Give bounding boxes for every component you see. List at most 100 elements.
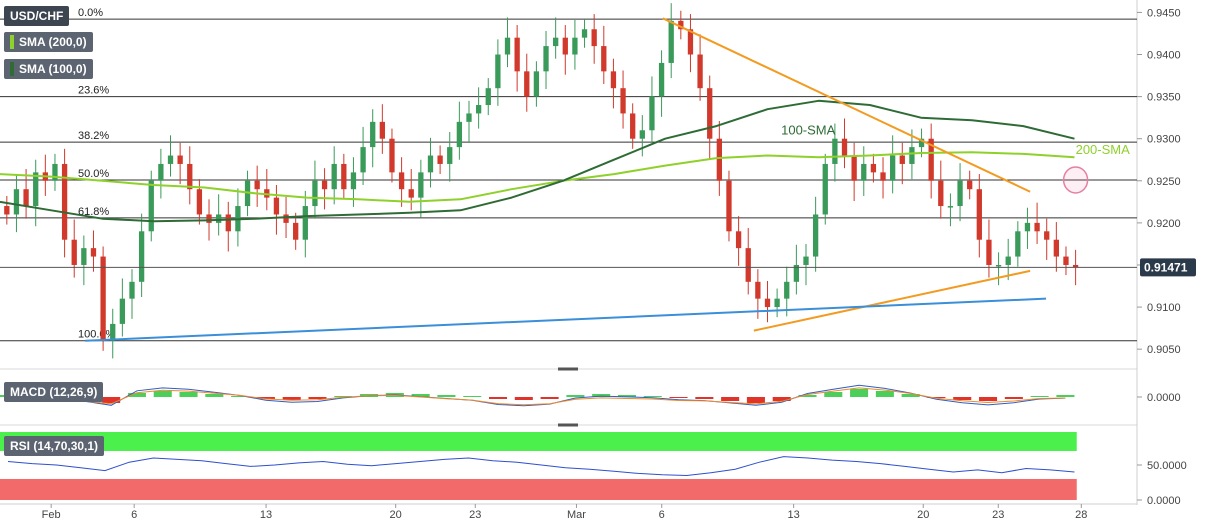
candle-body [187,163,193,190]
candle-body [851,155,857,181]
macd-histogram-bar [334,396,353,397]
candle-body [196,189,203,215]
time-tick-label: 23 [469,509,481,521]
macd-histogram-bar [953,397,972,400]
fib-level-label: 38.2% [78,130,109,142]
candle-body [967,180,973,190]
macd-legend[interactable]: MACD (12,26,9) [4,382,104,402]
candle-body [158,163,164,181]
candle-body [928,138,934,181]
candle-body [745,248,751,282]
sma100-legend[interactable]: SMA (100,0) [4,59,93,79]
price-tick-label: 0.9400 [1147,50,1181,62]
macd-histogram-bar [437,395,456,397]
macd-histogram-bar [746,397,765,403]
candle-body [716,138,722,181]
candle-body [302,206,308,240]
sma200-legend[interactable]: SMA (200,0) [4,32,93,52]
candle-body [735,231,742,249]
macd-zero-label: 0.0000 [1147,392,1181,404]
candle-body [957,180,963,207]
candle-body [119,298,126,324]
trendline-rising-support [753,269,1031,332]
candle-body [1053,239,1059,257]
macd-histogram-bar [153,391,172,397]
candle-body [254,180,260,190]
candle-body [581,29,588,38]
time-tick-label: 13 [260,509,272,521]
pair-label: USD/CHF [10,9,64,23]
macd-histogram-bar [927,397,946,398]
candle-body [4,206,10,215]
sma200-legend-label: SMA (200,0) [19,35,87,49]
candle-body [138,231,145,282]
time-tick-label: 28 [1075,509,1087,521]
candle-body [456,121,463,148]
candle-body [649,96,655,131]
candle-body [880,172,886,181]
macd-histogram-bar [1004,397,1023,399]
macd-histogram-bar [1056,395,1075,397]
candle-body [341,163,347,190]
macd-histogram-bar [308,397,327,399]
time-tick-label: 13 [788,509,800,521]
macd-histogram-bar [695,397,714,399]
candle-body [475,105,482,114]
macd-histogram-bar [592,394,611,397]
candle-body [639,130,645,139]
rsi-overbought-zone [0,432,1077,451]
candle-body [610,71,617,89]
macd-histogram-bar [617,395,636,397]
candle-body [995,264,1002,267]
candle-body [822,163,828,215]
candle-body [1072,264,1079,268]
candle-body [841,138,848,156]
candle-body [947,206,954,208]
candle-body [697,54,703,89]
macd-histogram-bar [669,397,688,398]
time-tick-label: 20 [390,509,402,521]
candle-body [81,248,87,265]
price-tick-label: 0.9450 [1147,7,1181,19]
candle-body [370,121,376,148]
last-price-tag [1140,258,1196,277]
macd-histogram-bar [179,392,198,397]
price-tick-label: 0.9300 [1147,134,1181,146]
candle-body [408,189,414,198]
rsi-legend[interactable]: RSI (14,70,30,1) [4,436,105,456]
candle-body [437,155,443,164]
candle-body [273,197,280,215]
candle-body [225,214,231,232]
macd-histogram-bar [824,392,843,397]
candle-body [23,189,29,207]
macd-histogram-bar [256,397,275,399]
candle-body [976,189,982,240]
fib-level-label: 23.6% [78,85,109,97]
candle-body [861,163,867,181]
fib-level-label: 50.0% [78,168,109,180]
candle-body [447,147,453,164]
candle-body [832,138,838,164]
candle-body [678,20,684,30]
candle-body [13,189,20,215]
candle-body [485,88,491,106]
time-tick-label: Feb [42,509,61,521]
price-tick-label: 0.9250 [1147,176,1181,188]
candle-body [379,121,385,139]
trendline-falling [662,17,1031,193]
sma200-annotation: 200-SMA [1076,142,1131,157]
rsi-tick-label: 50.0000 [1147,460,1187,472]
candle-body [110,323,116,341]
candle-body [572,37,578,55]
sma100-swatch [10,62,14,76]
rsi-tick-label: 0.0000 [1147,495,1181,507]
candle-body [360,147,366,173]
time-tick-label: 20 [917,509,929,521]
macd-histogram-bar [1030,396,1049,397]
macd-histogram-bar [102,397,121,403]
candle-body [707,88,713,139]
macd-line [7,384,1066,407]
candle-body [350,172,357,190]
